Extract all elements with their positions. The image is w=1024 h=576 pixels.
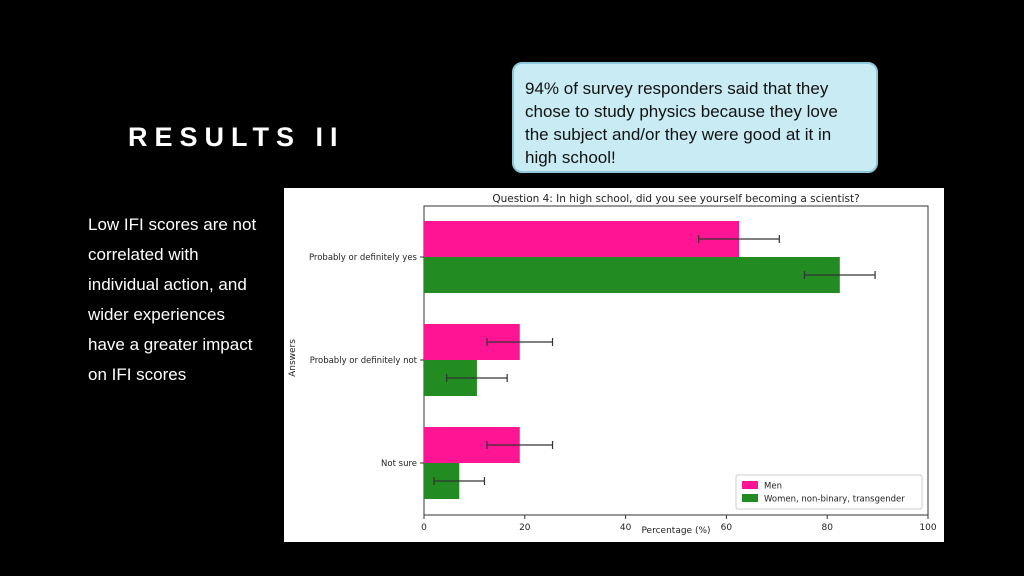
plot-area: 0 20 40 60 80 100 Probably or definitely yes Pr… (309, 205, 937, 533)
legend-label: Men (764, 482, 782, 492)
legend-swatch (742, 481, 758, 489)
callout-text: 94% of survey responders said that they … (525, 79, 838, 167)
bar (424, 257, 840, 293)
x-tick-label: 40 (620, 523, 632, 533)
y-tick-label: Not sure (381, 459, 417, 469)
legend-box (735, 474, 923, 510)
bar-chart: Question 4: In high school, did you see … (288, 193, 937, 536)
bar (424, 221, 739, 257)
callout-box: 94% of survey responders said that they … (512, 62, 878, 173)
legend-swatch (742, 494, 758, 502)
chart-title: Question 4: In high school, did you see … (492, 193, 859, 205)
slide-title: RESULTS II (128, 122, 345, 152)
legend-label: Women, non-binary, transgender (764, 495, 905, 505)
x-tick-label: 100 (919, 523, 936, 533)
body-text: Low IFI scores are not correlated with i… (88, 215, 257, 384)
x-tick-label: 0 (421, 523, 427, 533)
y-tick-label: Probably or definitely yes (309, 253, 418, 263)
x-tick-label: 60 (721, 523, 733, 533)
x-tick-label: 20 (519, 523, 531, 533)
y-tick-label: Probably or definitely not (310, 356, 418, 366)
x-tick-label: 80 (821, 523, 833, 533)
chart-panel: Question 4: In high school, did you see … (284, 188, 944, 542)
y-axis-label: Answers (288, 339, 298, 377)
x-axis-label: Percentage (%) (641, 526, 710, 536)
